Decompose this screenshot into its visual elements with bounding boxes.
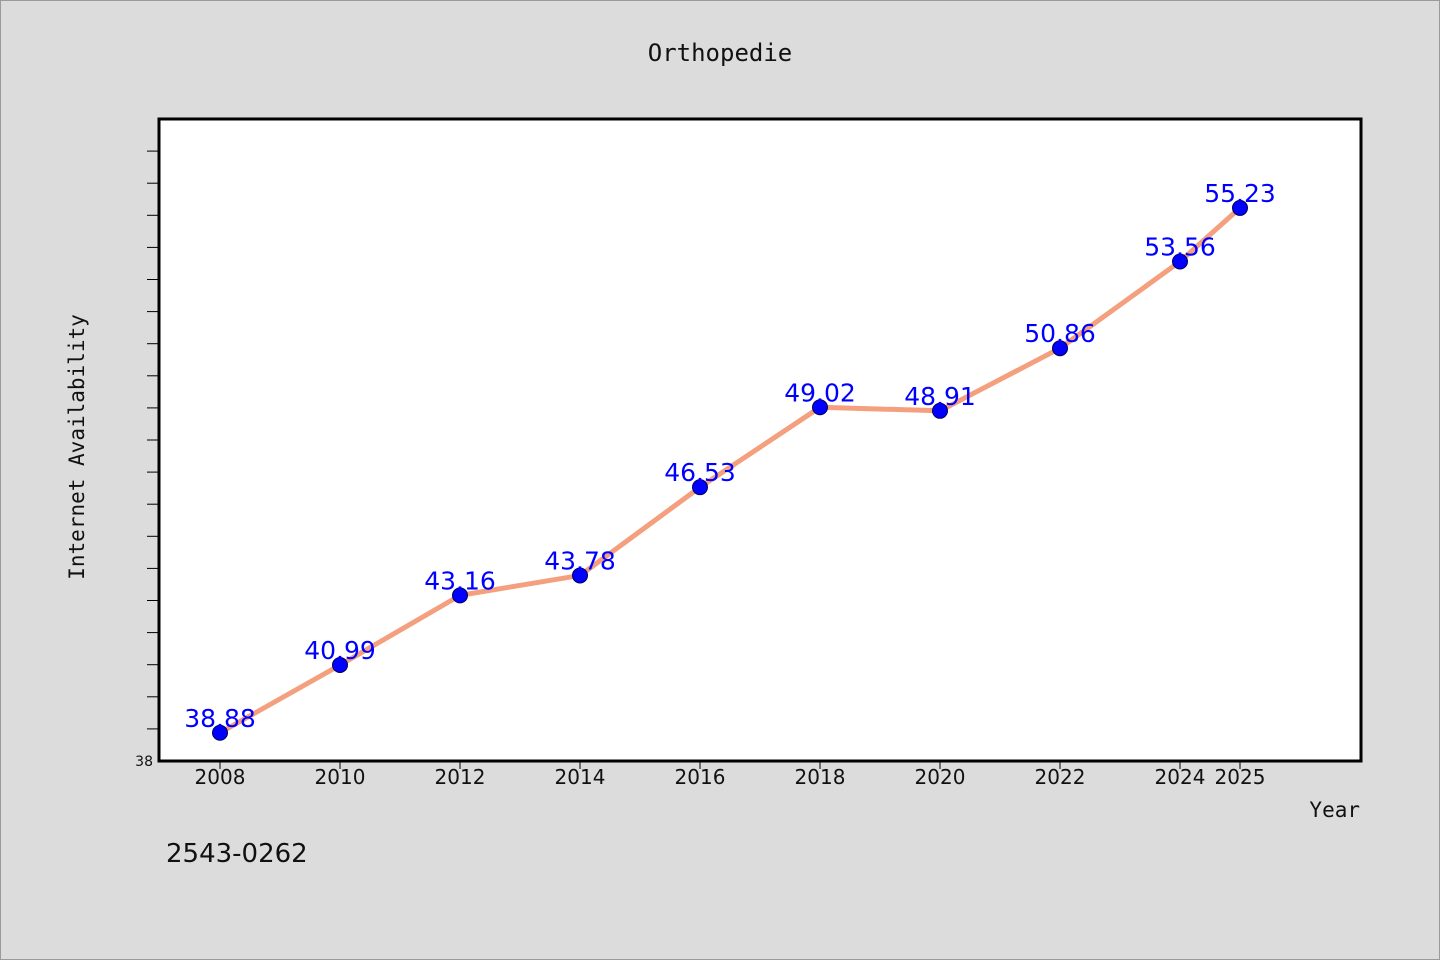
x-axis-label: Year [1309,798,1360,822]
data-point [1172,253,1188,270]
x-tick-label: 2018 [795,765,846,789]
series-layer: 38.88 40.99 43.16 43.78 46.53 49.02 48.91 50.86… [184,179,1276,741]
series-line [217,205,1243,736]
data-label: 50.86 [1024,319,1096,348]
data-point [1052,340,1068,357]
x-tick-label: 2022 [1035,765,1086,789]
data-label: 43.78 [544,546,616,575]
data-label: 55.23 [1204,179,1276,208]
data-label: 38.88 [184,704,256,733]
x-tick-label: 2020 [915,765,966,789]
data-label: 48.91 [904,382,976,411]
data-point [1232,199,1248,216]
x-tick-label: 2025 [1215,765,1266,789]
data-point [332,657,348,674]
data-point [812,399,828,416]
data-label: 46.53 [664,458,736,487]
data-label: 53.56 [1144,233,1216,262]
x-tick-label: 2014 [555,765,606,789]
data-point [692,479,708,496]
x-tick-label: 2008 [195,765,246,789]
x-tick-label: 2024 [1155,765,1206,789]
y-axis-ticks [147,150,159,730]
y-axis-label: Internet Availability [65,314,89,580]
x-axis-ticks: 2008 2010 2012 2014 2016 2018 2020 2022 2024 2025 [195,761,1266,789]
data-point [932,402,948,419]
x-tick-label: 2012 [435,765,486,789]
data-point [212,724,228,741]
data-label: 43.16 [424,566,496,595]
data-label: 49.02 [784,378,856,407]
x-tick-label: 2016 [675,765,726,789]
data-point [452,587,468,604]
chart-title: Orthopedie [648,39,793,67]
y-min-label: 38 [135,754,153,770]
footer-code: 2543-0262 [166,839,308,869]
data-point [572,567,588,584]
x-tick-label: 2010 [315,765,366,789]
data-label: 40.99 [304,636,376,665]
